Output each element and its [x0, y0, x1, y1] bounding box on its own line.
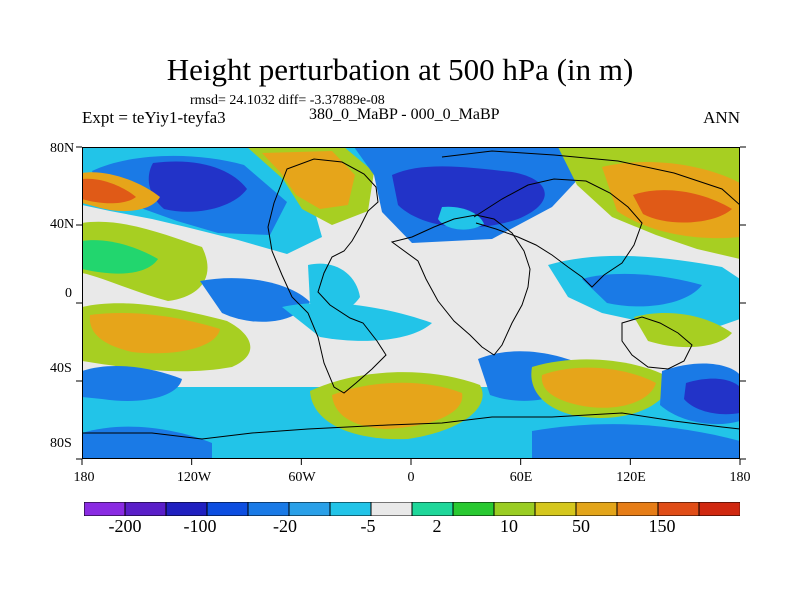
east-pacific-teal: [82, 240, 158, 274]
colorbar-swatch: [288, 502, 331, 516]
antarctic-blue-east: [532, 424, 740, 459]
experiment-label: Expt = teYiy1-teyfa3: [82, 108, 226, 127]
colorbar-label-50: 50: [572, 516, 590, 536]
colorbar-swatch: [452, 502, 495, 516]
eurasia-coastline: [441, 150, 740, 288]
colorbar-label-minus200: -200: [108, 516, 142, 536]
colorbar-swatch: [534, 502, 577, 516]
lon-label-60e: 60E: [509, 470, 533, 485]
colorbar-swatch: [493, 502, 536, 516]
lon-label-120w: 120W: [176, 470, 212, 485]
map-frame: [76, 146, 746, 465]
colorbar-swatch: [124, 502, 167, 516]
lon-label-0: 0: [407, 470, 415, 485]
colorbar-label-minus20: -20: [273, 516, 297, 536]
lat-label-40s: 40S: [50, 361, 72, 376]
lat-label-40n: 40N: [50, 217, 75, 232]
atlantic-low: [392, 166, 545, 228]
lat-label-0: 0: [65, 286, 72, 301]
colorbar-swatch: [247, 502, 290, 516]
lon-label-120e: 120E: [616, 470, 646, 485]
lon-label-180-right: 180: [729, 470, 751, 485]
north-america-ridge-core: [262, 151, 355, 209]
colorbar-swatch: [329, 502, 372, 516]
contour-map: [82, 147, 740, 459]
americas-coastline: [267, 158, 387, 394]
map-panel: [82, 147, 740, 459]
south-indian-ridge-core: [541, 367, 656, 408]
colorbar-swatch: [165, 502, 208, 516]
northwest-high-core: [82, 178, 136, 204]
colorbar-swatch: [411, 502, 454, 516]
case-label: 380_0_MaBP - 000_0_MaBP: [309, 106, 500, 123]
colorbar-swatch: [616, 502, 659, 516]
season-label: ANN: [703, 108, 740, 127]
colorbar-swatch: [206, 502, 249, 516]
colorbar-swatch: [657, 502, 700, 516]
southern-pacific-blue: [82, 365, 182, 401]
page-title: Height perturbation at 500 hPa (in m): [166, 52, 634, 87]
amazon-patch: [308, 263, 360, 313]
lat-label-80s: 80S: [50, 436, 72, 451]
antarctic-blue-west: [82, 426, 212, 459]
indian-ocean-blue: [582, 273, 702, 307]
stats-text: rmsd= 24.1032 diff= -3.37889e-08: [190, 93, 385, 108]
lon-label-180-left: 180: [73, 470, 95, 485]
colorbar-label-minus100: -100: [183, 516, 217, 536]
south-atlantic-light-blue: [282, 302, 432, 341]
lat-label-80n: 80N: [50, 141, 75, 156]
southwest-pacific-low: [684, 378, 740, 415]
colorbar-label-minus5: -5: [360, 516, 376, 536]
colorbar-swatch: [698, 502, 740, 516]
south-atlantic-ridge-core: [332, 382, 463, 429]
north-pacific-low: [148, 161, 247, 212]
south-pacific-ridge-core: [89, 312, 220, 354]
australia-coastline: [621, 316, 693, 370]
colorbar-swatch: [575, 502, 618, 516]
lon-label-60w: 60W: [288, 470, 316, 485]
colorbar-label-10: 10: [500, 516, 518, 536]
colorbar-label-2: 2: [432, 516, 442, 536]
colorbar-swatch: [370, 502, 413, 516]
colorbar-label-150: 150: [648, 516, 676, 536]
central-pacific-blue: [200, 278, 310, 322]
colorbar: [84, 502, 740, 516]
antarctica-coastline: [82, 412, 740, 440]
east-asia-high-core: [633, 190, 732, 223]
africa-coastline: [390, 214, 531, 356]
colorbar-swatch: [84, 502, 126, 516]
australia-green: [634, 312, 732, 348]
